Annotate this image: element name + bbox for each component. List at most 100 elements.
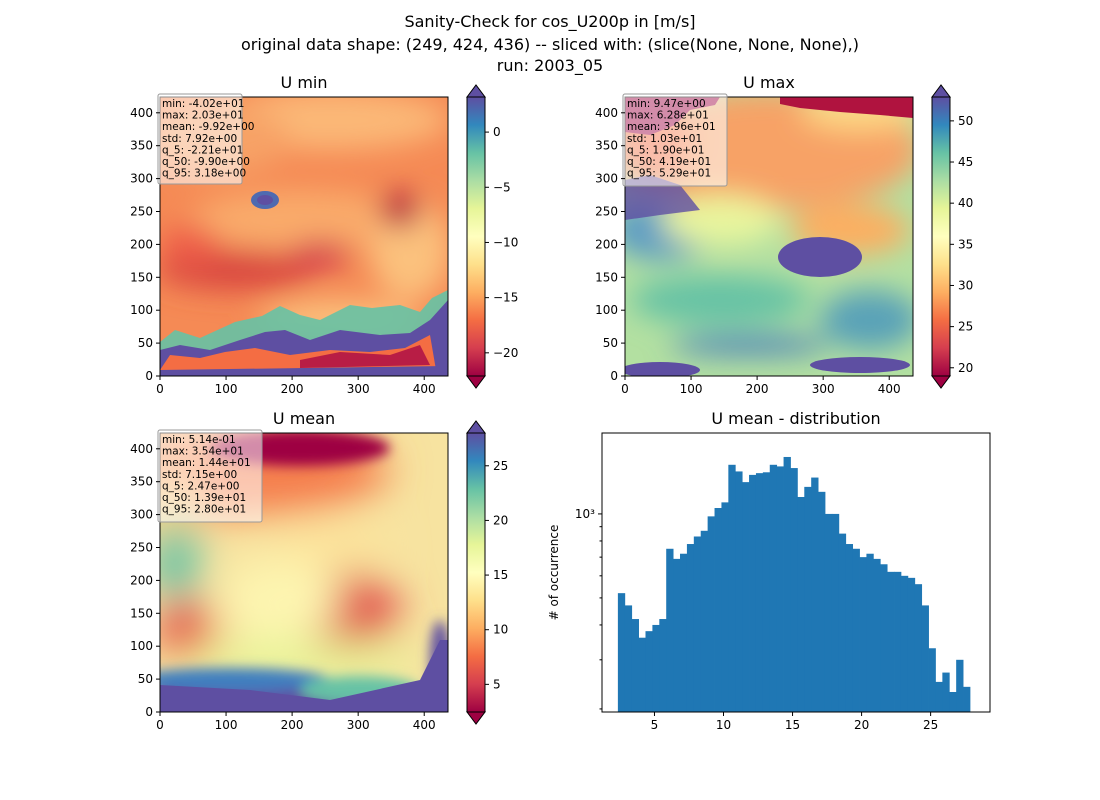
distribution-x-tick-label: 10 [716,718,731,732]
u-min-colorbar-tick-label: −10 [493,235,518,249]
u-min-y-tick-label: 50 [138,336,153,350]
distribution-bar [783,456,791,712]
u-mean-colorbar [466,432,486,713]
distribution-bar [700,530,709,712]
distribution-bar [818,491,826,712]
u-mean-y-tick-label: 200 [130,573,153,587]
distribution-bar [873,558,881,712]
u-max-x-tick-label: 0 [621,382,629,396]
u-mean-x-tick-label: 200 [281,718,304,732]
u-min-stat-line: min: -4.02e+01 [162,98,244,110]
distribution-bar [790,468,798,712]
u-min-axes-frame [159,96,449,377]
distribution-bar [887,571,895,712]
u-min-colorbar-tick-label: 0 [493,125,501,139]
distribution-bar [894,571,902,712]
u-max-x-tick-label: 300 [812,382,835,396]
u-max-y-tick-label: 0 [610,369,618,383]
u-mean-y-tick-label: 250 [130,540,153,554]
distribution-bar [880,564,888,712]
u-mean-colorbar-tick-label: 25 [493,459,508,473]
u-min-stat-line: std: 7.92e+00 [162,133,237,145]
u-min-y-tick-label: 0 [145,369,153,383]
distribution-bar [963,686,971,712]
u-min-x-tick-label: 100 [215,382,238,396]
distribution-bar [907,577,916,712]
distribution-x-tick-label: 25 [923,718,938,732]
u-min-colorbar-tick-label: −20 [493,346,518,360]
u-min-stats-box [157,93,243,185]
u-min-y-tick-label: 300 [130,172,153,186]
u-mean-x-tick-label: 300 [347,718,370,732]
u-min-colorbar-tick-label: −5 [493,180,511,194]
u-mean-colorbar-tick-label: 20 [493,513,508,527]
u-min-stat-line: max: 2.03e+01 [162,110,244,122]
u-max-stat-line: std: 1.03e+01 [627,133,702,145]
u-min-y-tick-label: 150 [130,270,153,284]
distribution-bar [686,544,695,712]
u-min-stat-line: q_95: 3.18e+00 [162,168,246,180]
u-mean-stat-line: std: 7.15e+00 [162,469,237,481]
u-min-y-tick-label: 250 [130,204,153,218]
distribution-bar [859,557,867,712]
u-mean-x-tick-label: 400 [413,718,436,732]
u-max-stat-line: min: 9.47e+00 [627,98,706,110]
u-max-y-tick-label: 400 [595,106,618,120]
distribution-bar [852,548,860,712]
distribution-bar [914,584,923,712]
distribution-bar [631,619,639,712]
u-mean-axes-frame [159,432,449,713]
distribution-bar [645,631,653,712]
distribution-x-tick-label: 5 [651,718,659,732]
u-max-x-tick-label: 200 [746,382,769,396]
u-mean-colorbar-tick-label: 5 [493,677,501,691]
u-max-y-tick-label: 100 [595,303,618,317]
u-max-colorbar-tick-label: 50 [958,114,973,128]
u-mean-title: U mean [273,409,335,428]
u-min-colorbar-extend-min [466,375,486,389]
distribution-bar [900,575,909,712]
distribution-bar [624,605,633,712]
u-max-stat-line: q_5: 1.90e+01 [627,144,704,156]
distribution-title: U mean - distribution [711,409,880,428]
u-min-colorbar-extend-max [466,84,486,98]
u-min-x-tick-label: 200 [281,382,304,396]
distribution-bar [776,466,784,712]
distribution-y-tick-label: 10³ [575,507,595,521]
u-max-colorbar-tick-label: 20 [958,361,973,375]
distribution-bar [728,464,736,712]
u-max-title: U max [743,73,795,92]
u-mean-colorbar-tick-label: 15 [493,568,508,582]
distribution-bar [824,513,833,712]
u-mean-colorbar-extend-min [466,711,486,725]
distribution-bar [735,471,743,712]
distribution-bar [652,624,660,712]
u-max-colorbar-tick-label: 30 [958,278,973,292]
u-min-colorbar [466,96,486,377]
u-max-y-tick-label: 300 [595,172,618,186]
distribution-bars [617,456,971,712]
distribution-bar [755,473,764,712]
u-min-stat-line: mean: -9.92e+00 [162,121,254,133]
u-mean-stat-line: min: 5.14e-01 [162,434,236,446]
u-max-stat-line: max: 6.28e+01 [627,110,709,122]
u-min-stat-line: q_50: -9.90e+00 [162,156,250,168]
u-mean-x-tick-label: 100 [215,718,238,732]
distribution-bar [714,508,722,712]
u-max-stat-line: q_95: 5.29e+01 [627,168,711,180]
u-max-axes-frame [624,96,914,377]
u-mean-stats-box [157,429,263,523]
figure-title-line-3: run: 2003_05 [496,56,604,75]
distribution-bar [956,659,964,712]
u-max-y-tick-label: 250 [595,204,618,218]
distribution-bar [617,593,626,712]
u-max-colorbar-extend-max [931,84,951,98]
u-mean-y-tick-label: 350 [130,475,153,489]
u-min-x-tick-label: 300 [347,382,370,396]
u-max-colorbar-tick-label: 40 [958,196,973,210]
distribution-bar [921,605,929,712]
u-max-colorbar-tick-label: 45 [958,155,973,169]
u-mean-stat-line: q_50: 1.39e+01 [162,492,246,504]
